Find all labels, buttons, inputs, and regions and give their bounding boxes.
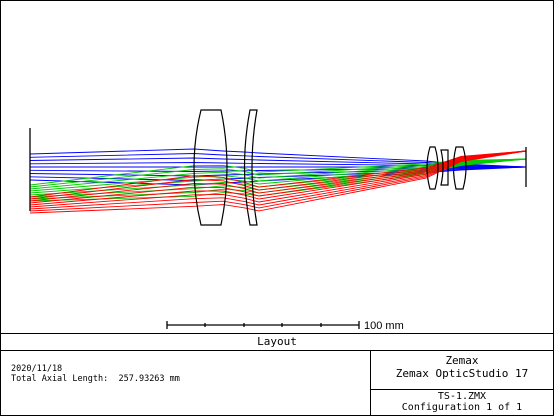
lens-element-5 <box>452 146 467 190</box>
configuration-text: Configuration 1 of 1 <box>401 402 523 413</box>
total-axial-length-value: 257.93263 mm <box>118 374 180 384</box>
scale-bar-label: 100 mm <box>364 320 404 332</box>
plot-title-bar: Layout <box>1 333 553 351</box>
lens-element-1 <box>193 109 228 226</box>
file-name: TS-1.ZMX <box>437 391 487 402</box>
ray-field-3-ray-9 <box>29 150 527 214</box>
lens-element-4 <box>440 149 449 186</box>
ray-trace-diagram: 100 mm <box>29 109 527 332</box>
ray-bundles <box>29 148 527 214</box>
company-name: Zemax <box>445 354 479 367</box>
scale-bar <box>166 321 360 329</box>
ray-field-1-ray-7 <box>29 166 527 177</box>
ray-field-1-ray-6 <box>29 166 527 172</box>
info-left-cell: 2020/11/18 Total Axial Length: 257.93263… <box>1 350 371 415</box>
date-text: 2020/11/18 <box>11 364 63 374</box>
total-axial-length-label: Total Axial Length: <box>11 374 109 384</box>
layout-plot: 100 mm <box>1 1 553 333</box>
info-right-top-cell: Zemax Zemax OpticStudio 17 <box>371 350 553 390</box>
ray-field-3-ray-6 <box>29 150 527 208</box>
info-panel: 2020/11/18 Total Axial Length: 257.93263… <box>1 350 553 415</box>
total-axial-length-row: Total Axial Length: 257.93263 mm <box>11 374 180 384</box>
ray-field-3-ray-7 <box>29 150 527 210</box>
lens-element-3 <box>426 146 439 190</box>
lens-elements <box>193 109 467 226</box>
plot-title: Layout <box>257 335 297 348</box>
lens-element-2 <box>243 109 258 226</box>
product-name: Zemax OpticStudio 17 <box>395 367 529 380</box>
ray-field-3-ray-8 <box>29 150 527 212</box>
info-right-bottom-cell: TS-1.ZMX Configuration 1 of 1 <box>371 390 553 415</box>
ray-field-3-ray-5 <box>29 150 527 206</box>
